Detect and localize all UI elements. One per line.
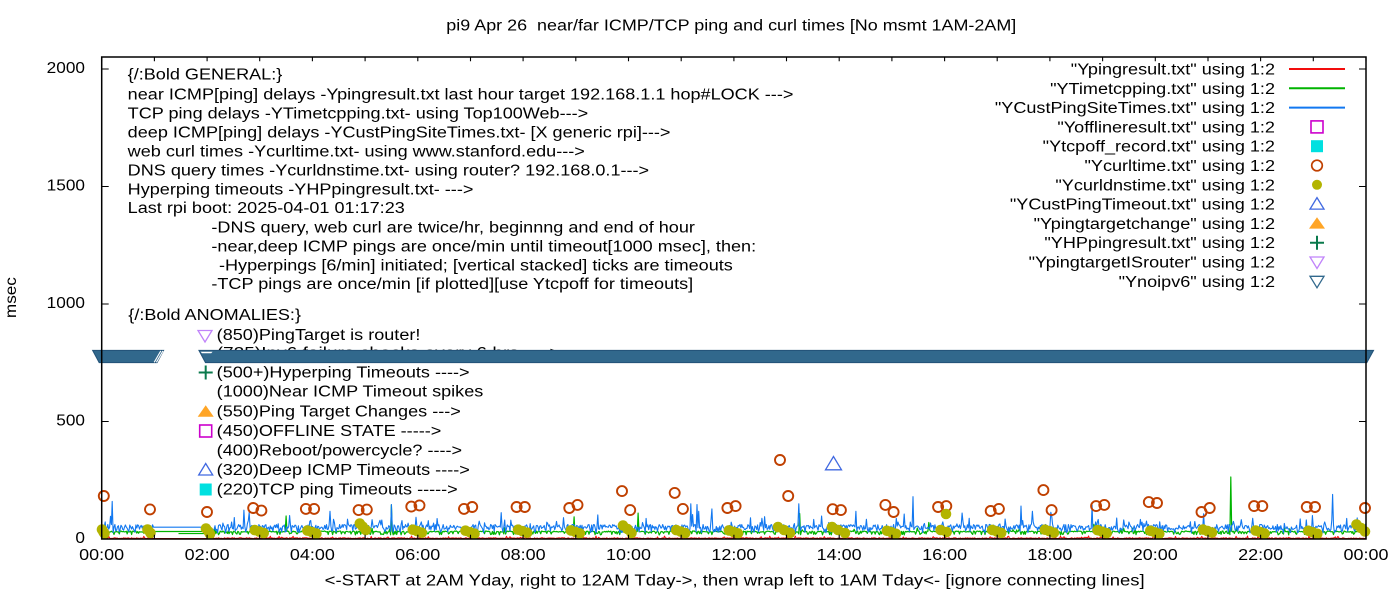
svg-text:08:00: 08:00 [501, 547, 546, 564]
svg-text:12:00: 12:00 [711, 547, 756, 564]
svg-text:-TCP pings are once/min [if pl: -TCP pings are once/min [if plotted][use… [211, 276, 693, 293]
svg-text:TCP ping delays -YTimetcpping.: TCP ping delays -YTimetcpping.txt- using… [128, 105, 589, 122]
svg-text:"Ypingtargetchange" using 1:2: "Ypingtargetchange" using 1:2 [1034, 216, 1275, 233]
svg-text:deep ICMP[ping] delays -YCustP: deep ICMP[ping] delays -YCustPingSiteTim… [128, 125, 671, 142]
svg-text:18:00: 18:00 [1027, 547, 1072, 564]
svg-text:04:00: 04:00 [290, 547, 335, 564]
svg-text:<-START at 2AM Yday, right to: <-START at 2AM Yday, right to 12AM Tday-… [325, 573, 1145, 590]
svg-text:"YCustPingTimeout.txt" using 1: "YCustPingTimeout.txt" using 1:2 [1010, 197, 1275, 214]
svg-text:Last rpi boot: 2025-04-01 01:1: Last rpi boot: 2025-04-01 01:17:23 [128, 200, 405, 217]
svg-text:02:00: 02:00 [185, 547, 230, 564]
svg-text:Hyperping timeouts -YHPpingres: Hyperping timeouts -YHPpingresult.txt- -… [128, 181, 474, 198]
svg-text:0: 0 [75, 530, 85, 547]
svg-text:(1000)Near ICMP Timeout spikes: (1000)Near ICMP Timeout spikes [217, 384, 484, 401]
svg-text:-near,deep ICMP pings are once: -near,deep ICMP pings are once/min until… [211, 239, 756, 256]
svg-text:"YHPpingresult.txt" using 1:2: "YHPpingresult.txt" using 1:2 [1044, 235, 1275, 252]
svg-text:"YCustPingSiteTimes.txt" using: "YCustPingSiteTimes.txt" using 1:2 [995, 100, 1275, 117]
svg-text:"Ycurltime.txt" using 1:2: "Ycurltime.txt" using 1:2 [1085, 158, 1276, 175]
svg-text:(320)Deep ICMP Timeouts ---->: (320)Deep ICMP Timeouts ----> [217, 462, 470, 479]
svg-text:"YpingtargetISrouter" using 1:: "YpingtargetISrouter" using 1:2 [1029, 255, 1275, 272]
svg-text:msec: msec [3, 277, 20, 318]
svg-text:-DNS query, web curl are twice: -DNS query, web curl are twice/hr, begin… [211, 219, 695, 236]
svg-text:"Ycurldnstime.txt" using 1:2: "Ycurldnstime.txt" using 1:2 [1055, 177, 1275, 194]
svg-text:(400)Reboot/powercycle? ---->: (400)Reboot/powercycle? ----> [217, 443, 462, 460]
svg-text:1000: 1000 [47, 295, 86, 312]
svg-text:pi9 Apr 26 near/far ICMP/TCP: pi9 Apr 26 near/far ICMP/TCP ping and cu… [446, 18, 1016, 35]
svg-text:DNS query times -Ycurldnstime.: DNS query times -Ycurldnstime.txt- using… [128, 163, 649, 180]
svg-text:near ICMP[ping] delays -Ypingr: near ICMP[ping] delays -Ypingresult.txt … [128, 87, 794, 104]
svg-text:00:00: 00:00 [79, 547, 124, 564]
svg-text:1500: 1500 [47, 177, 86, 194]
svg-text:"YTimetcpping.txt" using 1:2: "YTimetcpping.txt" using 1:2 [1050, 81, 1275, 98]
svg-text:"Yofflineresult.txt" using 1:2: "Yofflineresult.txt" using 1:2 [1057, 119, 1275, 136]
svg-text:"Ynoipv6" using 1:2: "Ynoipv6" using 1:2 [1119, 274, 1275, 291]
svg-text:{/:Bold GENERAL:}: {/:Bold GENERAL:} [128, 66, 283, 83]
svg-text:(450)OFFLINE STATE ----->: (450)OFFLINE STATE -----> [217, 423, 442, 440]
svg-text:2000: 2000 [47, 60, 86, 77]
svg-text:(500+)Hyperping Timeouts ---->: (500+)Hyperping Timeouts ----> [217, 365, 470, 382]
svg-text:22:00: 22:00 [1238, 547, 1283, 564]
svg-text:(550)Ping Target Changes --->: (550)Ping Target Changes ---> [217, 404, 461, 421]
svg-text:00:00: 00:00 [1344, 547, 1389, 564]
svg-text:"Ypingresult.txt" using 1:2: "Ypingresult.txt" using 1:2 [1071, 62, 1275, 79]
svg-text:500: 500 [56, 412, 85, 429]
svg-text:14:00: 14:00 [817, 547, 862, 564]
svg-text:(220)TCP ping Timeouts ----->: (220)TCP ping Timeouts -----> [217, 482, 458, 499]
svg-text:06:00: 06:00 [395, 547, 440, 564]
svg-text:-Hyperpings [6/min] initiated;: -Hyperpings [6/min] initiated; [vertical… [219, 258, 733, 275]
svg-text:10:00: 10:00 [606, 547, 651, 564]
svg-text:{/:Bold ANOMALIES:}: {/:Bold ANOMALIES:} [128, 307, 301, 324]
svg-text:web curl times -Ycurltime.txt-: web curl times -Ycurltime.txt- using www… [127, 143, 585, 160]
svg-text:"Ytcpoff_record.txt" using 1:2: "Ytcpoff_record.txt" using 1:2 [1043, 139, 1275, 156]
svg-text:(850)PingTarget is router!: (850)PingTarget is router! [217, 327, 421, 344]
svg-text:16:00: 16:00 [922, 547, 967, 564]
svg-text:20:00: 20:00 [1133, 547, 1178, 564]
